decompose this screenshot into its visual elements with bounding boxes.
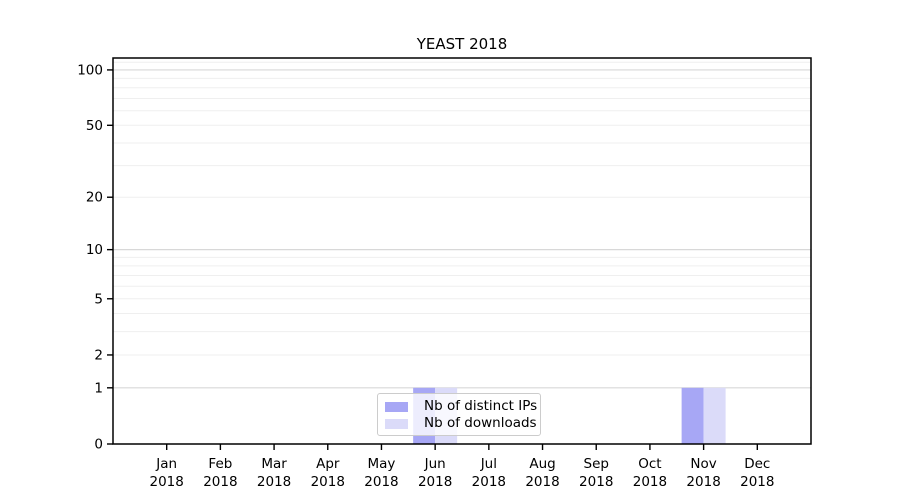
legend-swatch [385,418,408,429]
y-tick-label: 2 [94,347,103,363]
chart-title: YEAST 2018 [416,35,508,53]
x-tick-label-month: Aug [529,456,555,472]
x-tick-label-year: 2018 [525,474,559,490]
x-tick-label-month: Sep [584,456,609,472]
y-tick-label: 20 [86,190,103,206]
x-tick-label-year: 2018 [686,474,720,490]
legend: Nb of distinct IPs Nb of downloads [377,393,541,436]
x-tick-label-year: 2018 [740,474,774,490]
x-tick-label-year: 2018 [203,474,237,490]
x-tick-label-month: Nov [690,456,716,472]
y-tick-label: 100 [77,62,103,78]
x-tick-label-year: 2018 [472,474,506,490]
legend-item: Nb of downloads [385,416,537,431]
x-tick-label-month: Jan [155,456,177,472]
legend-label: Nb of downloads [424,415,537,431]
legend-item: Nb of distinct IPs [385,399,537,414]
legend-swatch [385,401,408,412]
axes-layer [107,57,812,450]
y-tick-label: 1 [94,380,103,396]
x-tick-label-month: Jun [424,456,446,472]
y-tick-label: 0 [94,437,103,453]
x-tick-label-month: May [368,456,396,472]
x-tick-label-month: Jul [480,456,497,472]
plot-border [112,57,812,445]
x-tick-label-month: Feb [208,456,232,472]
x-tick-label-year: 2018 [418,474,452,490]
x-tick-label-year: 2018 [257,474,291,490]
x-tick-label-month: Apr [316,456,340,472]
x-tick-label-year: 2018 [579,474,613,490]
x-tick-label-year: 2018 [633,474,667,490]
x-tick-label-month: Oct [638,456,661,472]
x-tick-label-year: 2018 [150,474,184,490]
axis-labels-layer: 0 1 2 5 10 20 50 100 Jan 2018 Feb 2018 Mar 2018 Apr 201… [77,62,774,490]
y-tick-label: 50 [86,118,103,134]
y-tick-label: 10 [86,242,103,258]
grid-layer [113,61,811,389]
bar-nov-downloads [703,387,726,444]
legend-label: Nb of distinct IPs [424,398,538,414]
bar-nov-distinct-ips [681,387,704,444]
y-tick-label: 5 [94,291,103,307]
x-tick-label-month: Dec [744,456,770,472]
x-tick-label-year: 2018 [364,474,398,490]
x-tick-label-year: 2018 [311,474,345,490]
x-tick-label-month: Mar [261,456,287,472]
